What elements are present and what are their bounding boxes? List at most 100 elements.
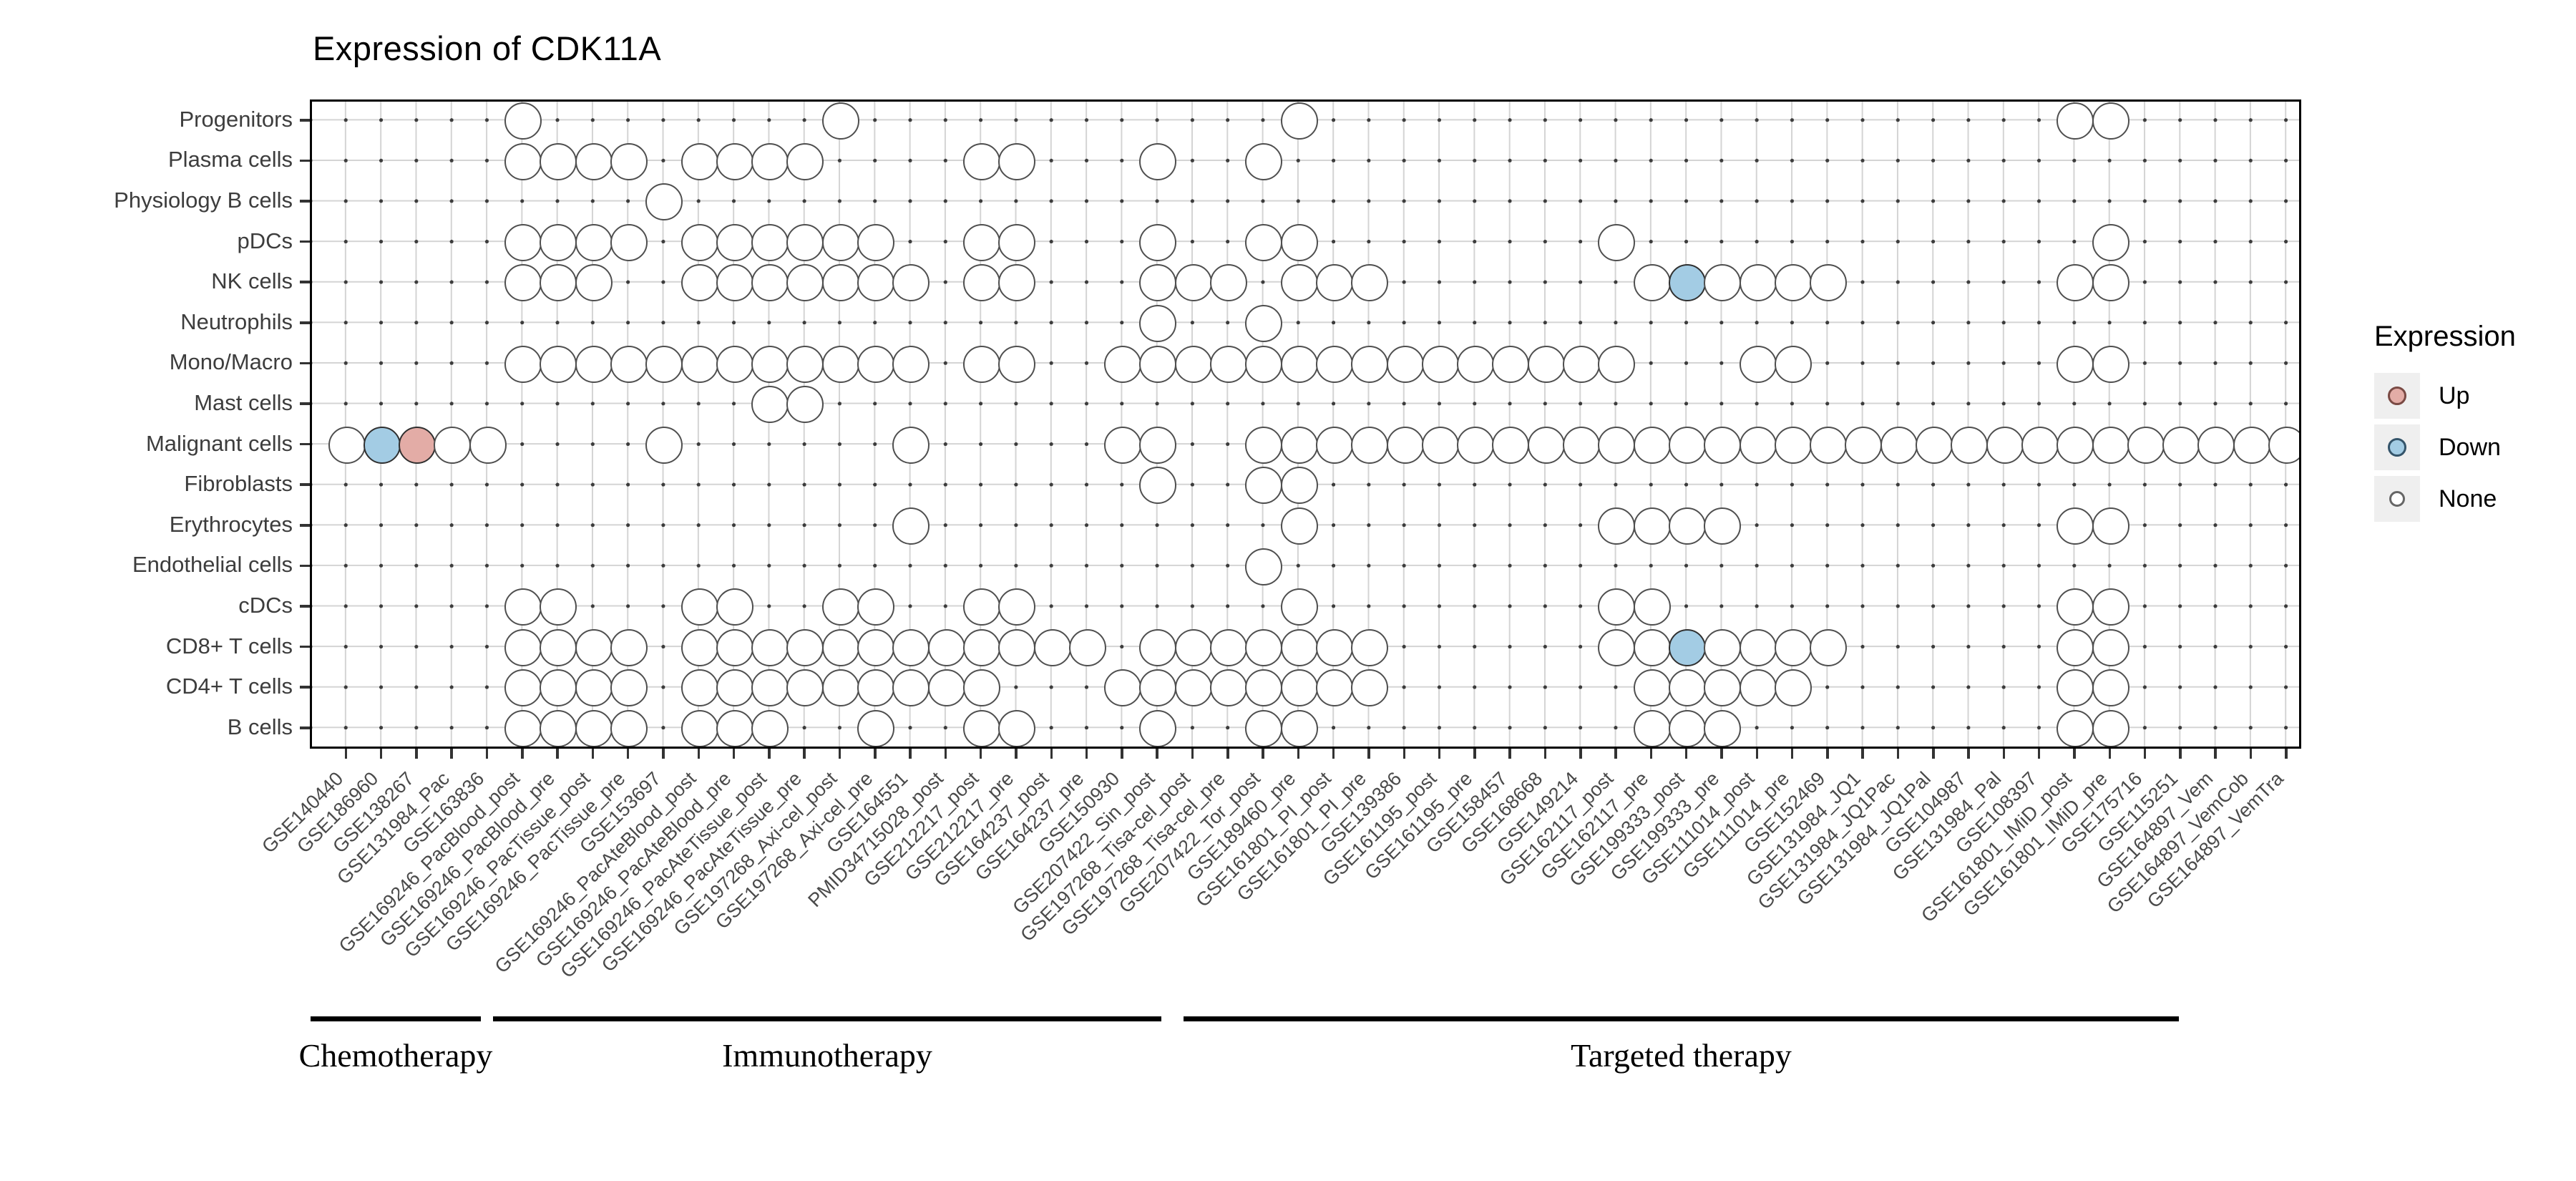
expression-dot — [1774, 345, 1812, 383]
legend-item-label: None — [2439, 485, 2497, 512]
expression-dot — [821, 102, 859, 140]
x-axis-tick — [415, 749, 418, 759]
expression-dot — [575, 223, 613, 261]
x-axis-tick — [1684, 749, 1688, 759]
expression-dot — [1563, 426, 1601, 464]
y-axis-label: Mono/Macro — [169, 349, 293, 375]
expression-dot — [716, 710, 753, 747]
legend-circle-icon — [2388, 438, 2406, 457]
expression-dot — [504, 588, 542, 626]
x-axis-tick — [1896, 749, 1900, 759]
expression-dot — [469, 426, 507, 464]
expression-dot — [540, 588, 577, 626]
y-axis-label: Endothelial cells — [132, 552, 293, 578]
expression-dot — [1739, 345, 1777, 383]
expression-dot — [1139, 710, 1177, 747]
expression-dot — [328, 426, 366, 464]
expression-dot — [892, 264, 930, 302]
expression-dot — [821, 345, 859, 383]
x-axis-tick — [1438, 749, 1441, 759]
expression-dot — [1210, 628, 1248, 666]
x-axis-tick — [2179, 749, 2182, 759]
x-axis-tick — [1790, 749, 1794, 759]
expression-dot — [1280, 628, 1318, 666]
expression-dot — [962, 628, 1000, 666]
expression-dot — [1139, 223, 1177, 261]
expression-dot — [1174, 264, 1212, 302]
expression-dot — [716, 588, 753, 626]
expression-dot — [786, 264, 824, 302]
x-axis-tick — [1050, 749, 1053, 759]
y-axis-tick — [300, 240, 310, 243]
expression-dot — [1104, 426, 1142, 464]
y-axis-label: Neutrophils — [180, 308, 293, 334]
expression-dot — [645, 426, 683, 464]
expression-dot — [751, 710, 789, 747]
expression-dot — [610, 142, 648, 180]
expression-dot — [821, 669, 859, 707]
legend-circle-icon — [2388, 387, 2406, 405]
expression-dot — [962, 223, 1000, 261]
expression-dot — [962, 710, 1000, 747]
expression-dot — [1386, 345, 1424, 383]
expression-dot — [892, 345, 930, 383]
y-axis-tick — [300, 119, 310, 122]
x-axis-tick — [521, 749, 524, 759]
expression-dot — [1598, 507, 1636, 545]
expression-dot — [751, 386, 789, 424]
expression-dot — [1280, 345, 1318, 383]
expression-dot — [2092, 628, 2129, 666]
expression-dot — [1527, 345, 1565, 383]
expression-dot — [1633, 507, 1671, 545]
x-axis-tick — [697, 749, 701, 759]
y-axis-tick — [300, 483, 310, 486]
expression-dot — [575, 142, 613, 180]
x-axis-tick — [1191, 749, 1194, 759]
expression-dot — [1598, 345, 1636, 383]
expression-dot — [2092, 588, 2129, 626]
x-axis-tick — [1543, 749, 1547, 759]
legend: Expression Up Down None — [2374, 321, 2516, 528]
expression-dot — [2268, 426, 2299, 464]
expression-dot — [1633, 264, 1671, 302]
legend-item-label: Up — [2439, 381, 2470, 409]
expression-dot — [1210, 345, 1248, 383]
expression-dot — [2057, 345, 2094, 383]
legend-circle-icon — [2389, 491, 2405, 507]
expression-dot — [751, 223, 789, 261]
x-axis-tick — [1085, 749, 1088, 759]
expression-dot — [1280, 507, 1318, 545]
x-axis-tick — [485, 749, 489, 759]
expression-dot — [610, 223, 648, 261]
y-axis-tick — [300, 564, 310, 568]
expression-dot — [575, 628, 613, 666]
expression-dot — [1104, 345, 1142, 383]
x-axis-tick — [344, 749, 348, 759]
expression-dot — [1668, 426, 1706, 464]
x-axis-tick — [1720, 749, 1723, 759]
expression-dot — [786, 345, 824, 383]
expression-dot — [927, 628, 965, 666]
expression-dot — [1810, 628, 1848, 666]
expression-dot — [1668, 507, 1706, 545]
x-axis-tick — [803, 749, 806, 759]
expression-dot — [540, 223, 577, 261]
expression-dot — [1210, 669, 1248, 707]
expression-dot — [504, 345, 542, 383]
expression-dot — [1386, 426, 1424, 464]
expression-dot — [1245, 345, 1283, 383]
x-axis-tick — [2285, 749, 2288, 759]
x-axis-tick — [732, 749, 736, 759]
expression-dot — [1916, 426, 1953, 464]
x-axis-tick — [1367, 749, 1370, 759]
expression-dot — [2057, 588, 2094, 626]
expression-dot — [998, 264, 1036, 302]
expression-dot — [1245, 548, 1283, 585]
expression-dot — [1774, 669, 1812, 707]
expression-dot — [1280, 669, 1318, 707]
legend-item: None — [2374, 476, 2516, 522]
expression-dot — [1280, 710, 1318, 747]
expression-dot — [1739, 628, 1777, 666]
expression-dot — [1351, 345, 1389, 383]
y-axis-label: CD4+ T cells — [165, 674, 293, 699]
